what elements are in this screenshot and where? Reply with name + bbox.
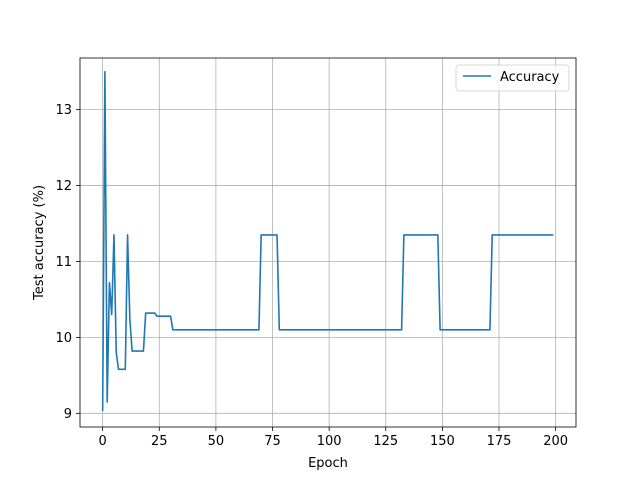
x-tick-label: 100 — [317, 434, 342, 449]
grid — [80, 58, 576, 427]
y-tick-label: 9 — [64, 407, 72, 422]
legend: Accuracy — [455, 64, 570, 92]
series-line-accuracy — [101, 70, 554, 412]
y-tick-label: 11 — [55, 255, 72, 270]
x-tick-label: 150 — [430, 434, 455, 449]
x-tick-label: 50 — [208, 434, 225, 449]
series-layer — [101, 70, 554, 412]
legend-entry-accuracy: Accuracy — [500, 70, 560, 85]
x-axis: 0 25 50 75 100 125 150 175 200 — [99, 427, 568, 449]
x-tick-label: 175 — [487, 434, 512, 449]
x-tick-label: 25 — [151, 434, 168, 449]
x-tick-label: 200 — [543, 434, 568, 449]
x-tick-label: 0 — [99, 434, 107, 449]
x-tick-label: 125 — [373, 434, 398, 449]
y-axis: 9 10 11 12 13 — [55, 103, 80, 422]
x-tick-label: 75 — [264, 434, 281, 449]
y-tick-label: 13 — [55, 103, 72, 118]
y-tick-label: 10 — [55, 331, 72, 346]
x-axis-label: Epoch — [308, 456, 348, 471]
legend-box — [455, 64, 570, 92]
plot-frame — [79, 57, 577, 428]
y-axis-label: Test accuracy (%) — [32, 185, 47, 301]
y-tick-label: 12 — [55, 179, 72, 194]
